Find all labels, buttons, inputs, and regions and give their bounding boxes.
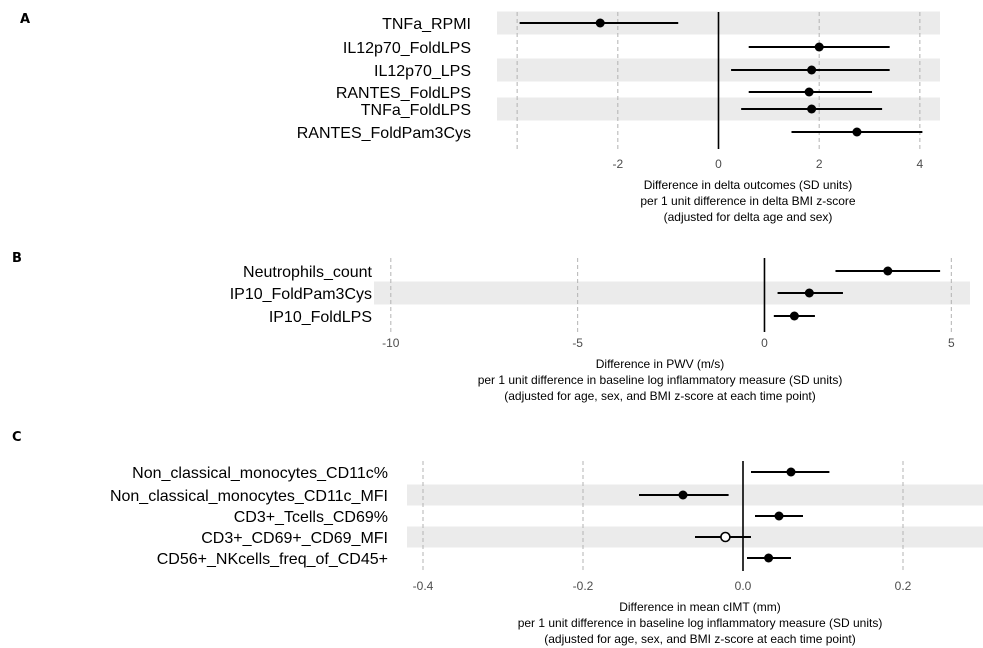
category-label: CD56+_NKcells_freq_of_CD45+ [157, 551, 388, 568]
category-label: Non_classical_monocytes_CD11c% [132, 465, 388, 482]
point-estimate [774, 511, 784, 521]
panel-c-xlabel-line-3: (adjusted for age, sex, and BMI z-score … [544, 632, 855, 646]
category-label: IL12p70_LPS [374, 63, 471, 80]
category-label: RANTES_FoldLPS [336, 85, 471, 102]
panel-a-estimates [519, 18, 923, 137]
panel-b-letter: B [12, 251, 22, 266]
point-estimate-open [720, 531, 731, 543]
panel-a: A TNFa_RPMI IL12p70_FoldLPS IL12p70_LPS RAN… [20, 11, 940, 224]
x-tick-label: 5 [948, 336, 955, 350]
x-tick-label: 4 [917, 157, 924, 171]
panel-b-x-ticks: -10 -5 0 5 [382, 336, 955, 350]
point-estimate [786, 467, 796, 477]
x-tick-label: -0.2 [573, 579, 594, 593]
category-label: TNFa_RPMI [382, 16, 471, 33]
panel-a-xlabel-line-2: per 1 unit difference in delta BMI z-sco… [640, 194, 856, 208]
panel-c-row-shading [407, 484, 983, 548]
point-estimate [804, 87, 814, 97]
category-label: CD3+_Tcells_CD69% [234, 509, 388, 526]
category-label: Neutrophils_count [243, 264, 373, 281]
x-tick-label: -2 [612, 157, 623, 171]
point-estimate [814, 42, 824, 52]
panel-b-xlabel-line-1: Difference in PWV (m/s) [596, 357, 724, 371]
point-estimate [764, 553, 774, 563]
x-tick-label: 2 [816, 157, 823, 171]
x-tick-label: -10 [382, 336, 400, 350]
panel-b-row-shading [374, 281, 970, 305]
x-tick-label: -5 [572, 336, 583, 350]
panel-b-xlabel-line-3: (adjusted for age, sex, and BMI z-score … [504, 389, 815, 403]
panel-a-letter: A [20, 12, 30, 27]
point-estimate [804, 288, 814, 298]
category-label: IP10_FoldLPS [269, 309, 372, 326]
panel-b-gridlines [390, 258, 952, 332]
point-estimate [595, 18, 605, 28]
category-label: IP10_FoldPam3Cys [230, 286, 372, 303]
panel-b-category-labels: Neutrophils_count IP10_FoldPam3Cys IP10_Fo… [230, 264, 373, 326]
panel-b-estimates [773, 266, 941, 321]
point-estimate [807, 65, 817, 75]
category-label: TNFa_FoldLPS [361, 102, 471, 119]
x-tick-label: 0 [761, 336, 768, 350]
panel-c-x-axis-title: Difference in mean cIMT (mm) per 1 unit … [518, 600, 883, 646]
panel-c-xlabel-line-1: Difference in mean cIMT (mm) [619, 600, 781, 614]
point-estimate [852, 127, 862, 137]
x-tick-label: 0.0 [735, 579, 752, 593]
point-estimate [883, 266, 893, 276]
panel-c-x-ticks: -0.4 -0.2 0.0 0.2 [413, 579, 912, 593]
panel-a-xlabel-line-3: (adjusted for delta age and sex) [664, 210, 833, 224]
point-estimate [789, 311, 799, 321]
point-estimate [807, 104, 817, 114]
panel-a-gridlines [516, 12, 921, 149]
category-label: RANTES_FoldPam3Cys [297, 125, 471, 142]
x-tick-label: 0.2 [895, 579, 912, 593]
x-tick-label: 0 [715, 157, 722, 171]
panel-a-xlabel-line-1: Difference in delta outcomes (SD units) [644, 178, 853, 192]
panel-b-x-axis-title: Difference in PWV (m/s) per 1 unit diffe… [478, 357, 843, 403]
category-label: CD3+_CD69+_CD69_MFI [201, 530, 388, 547]
panel-c-letter: C [12, 430, 22, 445]
point-estimate [678, 490, 688, 500]
panel-a-x-axis-title: Difference in delta outcomes (SD units) … [640, 178, 856, 224]
panel-a-category-labels: TNFa_RPMI IL12p70_FoldLPS IL12p70_LPS RANTE… [297, 16, 471, 142]
panel-c-gridlines [422, 461, 904, 571]
panel-c: C Non_classical_monocytes_CD11c%Non_clas… [12, 430, 983, 646]
panel-c-category-labels: Non_classical_monocytes_CD11c% Non_classi… [110, 465, 388, 568]
category-label: Non_classical_monocytes_CD11c_MFI [110, 488, 388, 505]
x-tick-label: -0.4 [413, 579, 434, 593]
panel-c-estimates [639, 467, 830, 563]
panel-c-xlabel-line-2: per 1 unit difference in baseline log in… [518, 616, 883, 630]
panel-b-xlabel-line-2: per 1 unit difference in baseline log in… [478, 373, 843, 387]
panel-b: B Neutrophils_count IP10_FoldPam3Cys IP10_… [12, 251, 970, 403]
panel-a-x-ticks: -2 0 2 4 [612, 157, 923, 171]
row-shade-band [374, 281, 970, 305]
category-label: IL12p70_FoldLPS [343, 40, 471, 57]
